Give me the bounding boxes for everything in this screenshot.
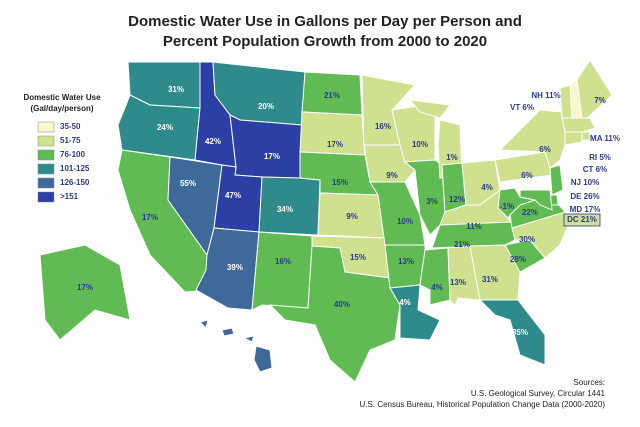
state-label: 10% [397,217,413,226]
state-label: 4% [481,183,493,192]
state-label: 1% [446,153,458,162]
state [408,99,451,119]
legend: 35-50 51-75 76-100 101-125 126-150 >151 [37,121,90,203]
state-label: 9% [346,212,358,221]
state-label: 31% [482,275,498,284]
legend-label: 76-100 [60,150,85,159]
state [242,335,255,343]
state [519,189,553,211]
state-label: 15% [332,178,348,187]
state-label: 28% [510,255,526,264]
dc-box [563,213,601,227]
state-label: 42% [205,137,221,146]
state [389,284,441,341]
state [549,164,564,196]
state-label: 3% [426,197,438,206]
state-label: 9% [386,171,398,180]
legend-swatch [37,191,55,203]
state-label: 24% [157,123,173,132]
state-label: 39% [227,263,243,272]
state-label: 17% [264,152,280,161]
state-label: 16% [275,257,291,266]
state-label: 15% [350,253,366,262]
state-label: 22% [522,208,538,217]
state [469,244,521,301]
state-label: 16% [375,122,391,131]
source: Sources: [573,378,605,387]
state-label: 40% [334,300,350,309]
state-label: DC 21% [567,215,597,224]
state [576,59,613,121]
title: Percent Population Growth from 2000 to 2… [163,33,487,50]
state [384,244,426,289]
state-label: 12% [449,195,465,204]
state [497,187,537,219]
state-label: RI 5% [589,153,611,162]
state-label: VT 6% [510,103,534,112]
legend-swatch [37,135,55,147]
state [199,319,209,329]
state-label: MA 11% [590,134,620,143]
state-label: 20% [258,102,274,111]
state [39,244,131,341]
legend-title: Domestic Water Use [23,93,101,102]
state-label: 34% [277,205,293,214]
state [431,221,516,249]
state-label: NJ 10% [571,178,599,187]
labels: 31% 24% 17% 55% 42% 20% 17% 47% 34% 39% 16% 21% 17% 1… [77,85,620,359]
state-label: 7% [594,96,606,105]
state-label: 30% [519,235,535,244]
state-label: 21% [324,91,340,100]
legend-label: 101-125 [60,164,90,173]
state [419,247,451,306]
state-label: 11% [466,222,482,231]
legend-title: (Gal/day/person) [30,104,93,113]
state-label: -1% [500,202,514,211]
state-label: NH 11% [531,91,560,100]
state-label: 13% [450,278,466,287]
state [253,345,273,373]
legend-label: 35-50 [60,122,81,131]
legend-label: 51-75 [60,136,81,145]
legend-label: 126-150 [60,178,90,187]
state [221,327,235,337]
legend-label: >151 [60,192,79,201]
state [251,231,313,311]
state-label: 10% [412,140,428,149]
state-label: 20% [236,350,252,359]
state-label: 17% [77,283,93,292]
state-label: CT 6% [583,165,607,174]
source: U.S. Geological Survey, Circular 1441 [471,389,606,398]
state-label: 6% [521,171,533,180]
state-label: 6% [539,145,551,154]
state-label: 17% [327,140,343,149]
state-label: DE 26% [570,192,599,201]
state-label: 21% [454,240,470,249]
state [564,131,583,146]
state [478,299,546,366]
state-label: 35% [512,328,528,337]
state [268,245,401,383]
state-label: MD 17% [570,205,601,214]
state [511,211,571,259]
legend-swatch [37,121,55,133]
state-label: 4% [399,298,411,307]
legend-swatch [37,149,55,161]
state-label: 13% [398,257,414,266]
state [561,117,596,133]
states [39,59,613,383]
state-label: 55% [180,179,196,188]
legend-swatch [37,177,55,189]
state [581,131,591,141]
state-label: 4% [431,283,443,292]
source: U.S. Census Bureau, Historical Populatio… [360,400,606,409]
legend-swatch [37,163,55,175]
state-label: 31% [168,85,184,94]
state-label: 17% [142,213,158,222]
title: Domestic Water Use in Gallons per Day pe… [128,13,522,30]
state-label: 47% [225,191,241,200]
state [229,114,303,179]
